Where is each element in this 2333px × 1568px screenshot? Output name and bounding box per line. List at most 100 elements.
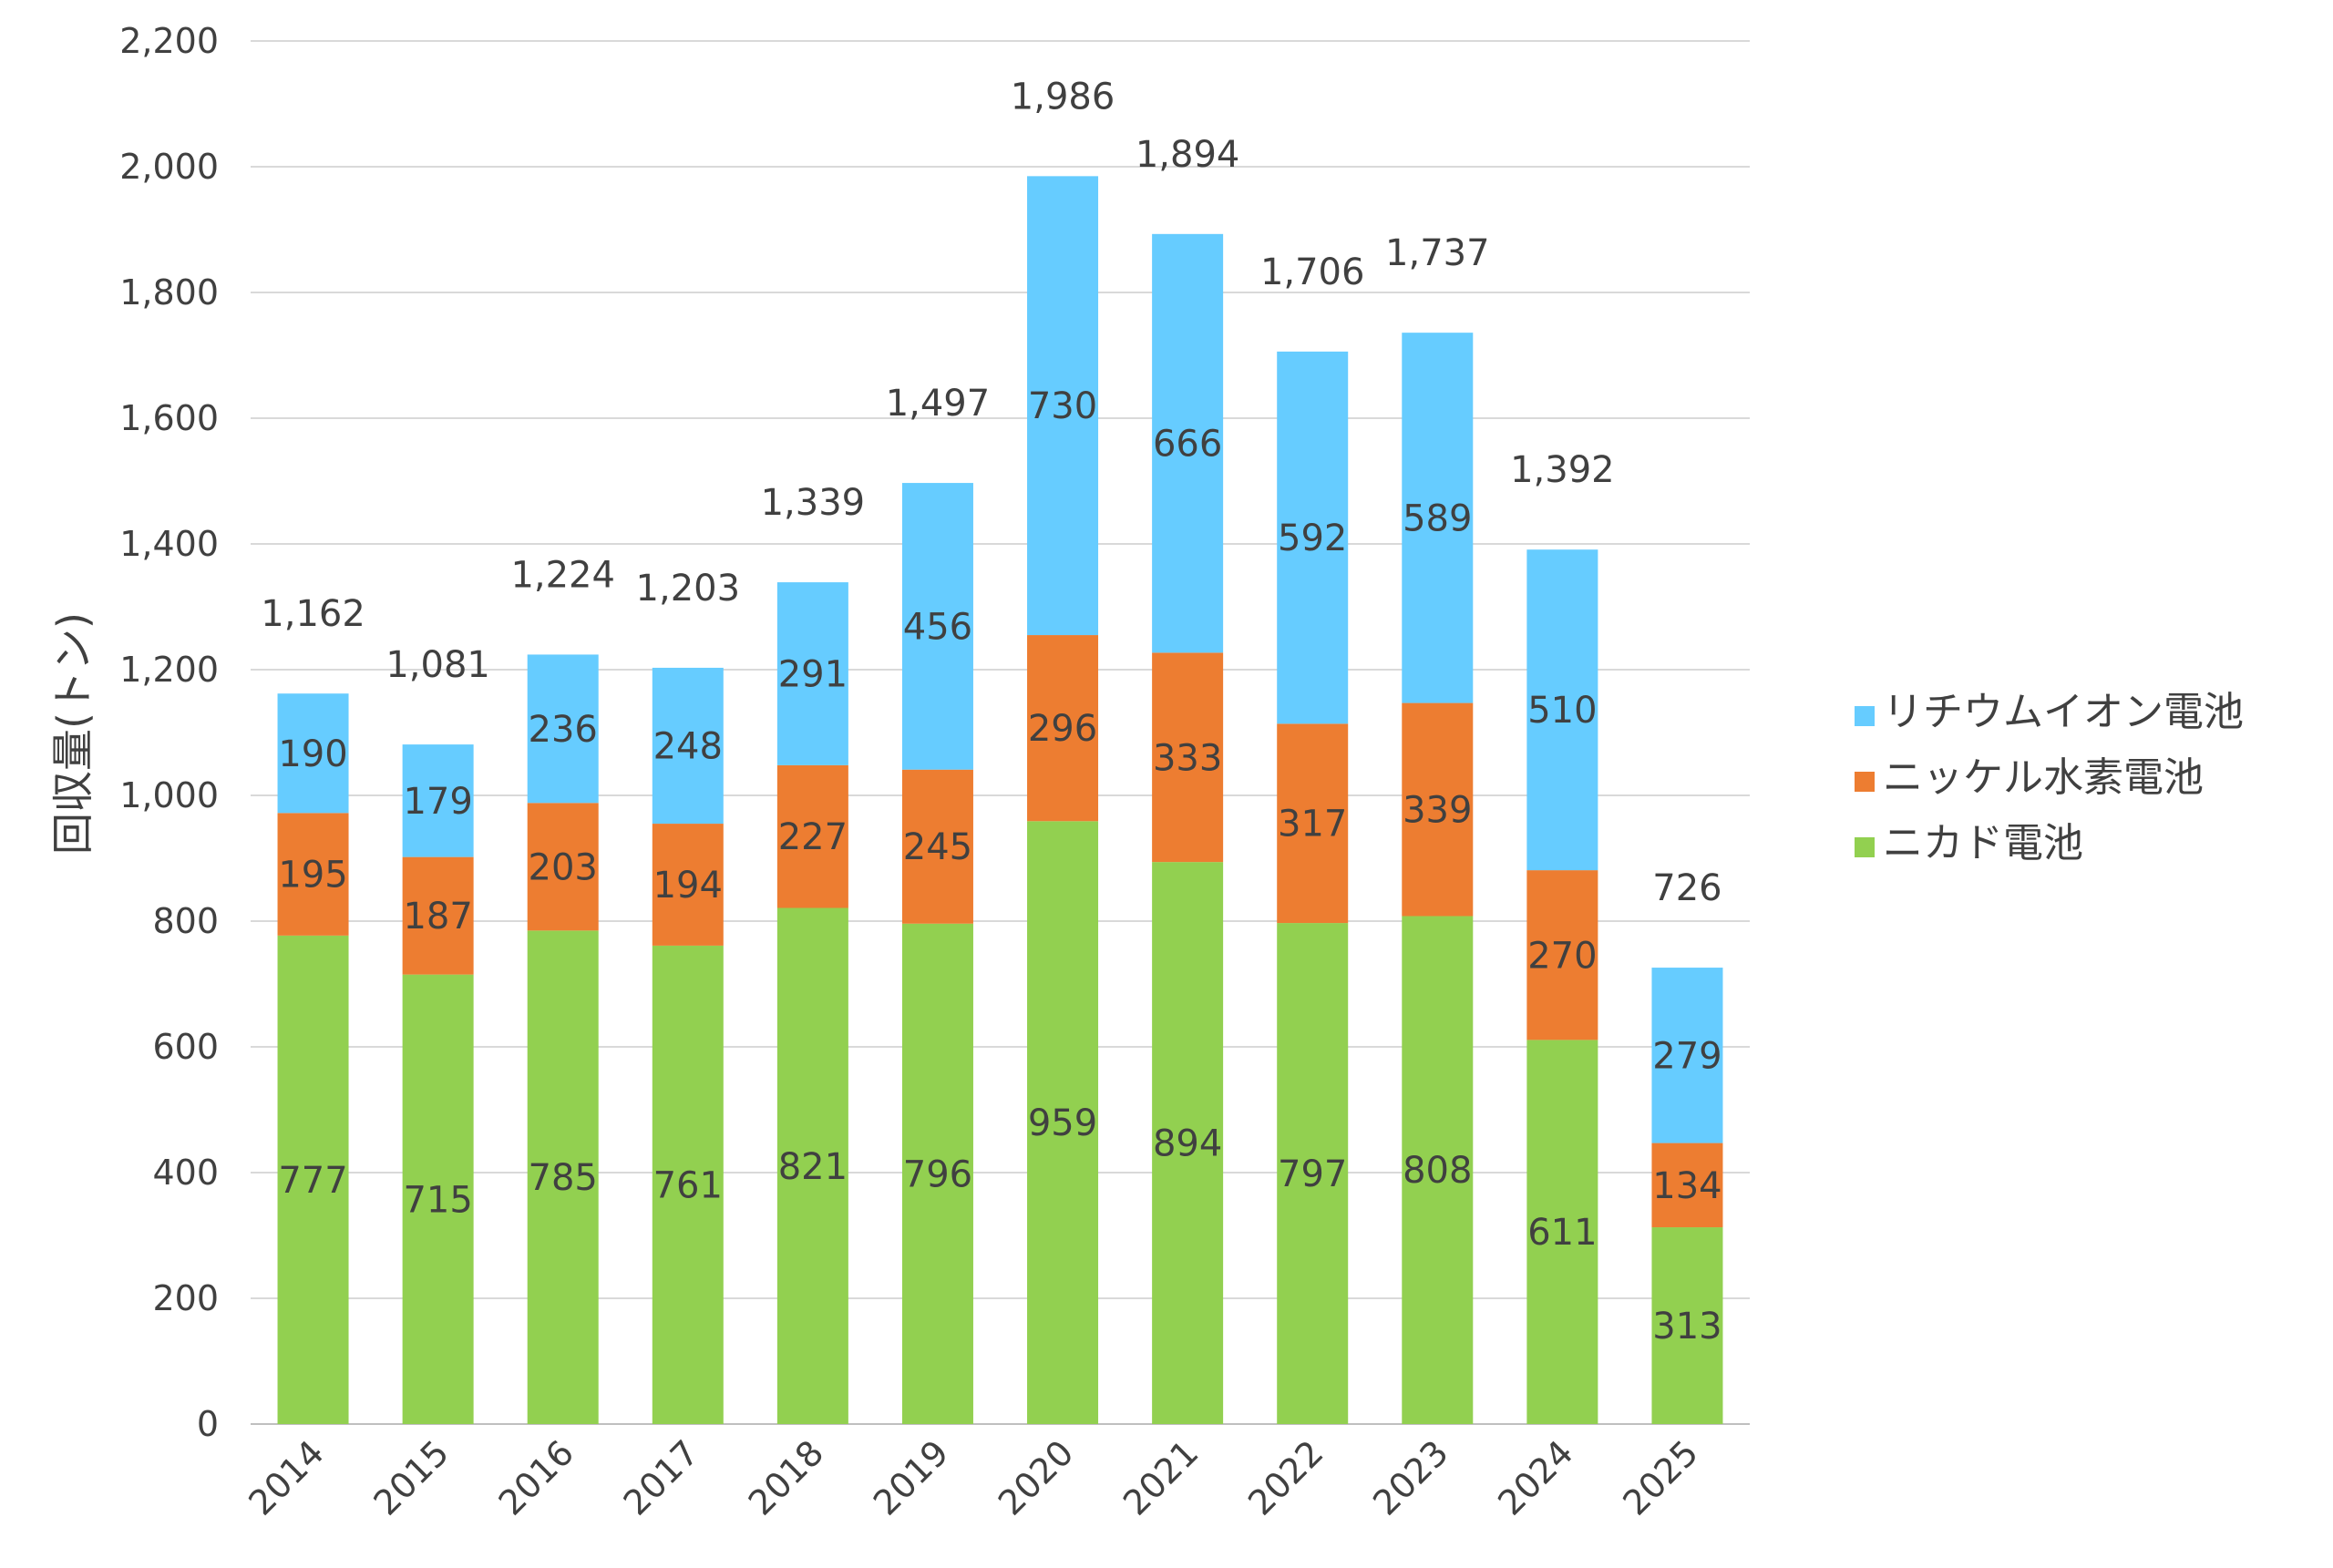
data-label: 187 <box>403 896 472 938</box>
y-axis-label: 回収量(トン) <box>48 612 98 855</box>
total-label: 1,203 <box>636 568 741 610</box>
bar-stack: 715 187 179 1,081 <box>385 644 490 1424</box>
data-label: 134 <box>1652 1165 1721 1207</box>
data-label: 279 <box>1652 1035 1721 1077</box>
legend-label: ニカド電池 <box>1883 820 2083 866</box>
total-label: 1,986 <box>1011 76 1115 118</box>
data-label: 194 <box>653 865 723 907</box>
bar-segment <box>1526 549 1598 871</box>
x-tick-label: 2015 <box>365 1432 457 1523</box>
bar-segment <box>776 907 848 1424</box>
x-tick-label: 2024 <box>1490 1432 1581 1523</box>
bar-segment <box>277 813 349 936</box>
bar-stack: 313 134 279 726 <box>1651 867 1723 1424</box>
x-tick-label: 2018 <box>741 1432 832 1523</box>
bar-segment <box>527 654 599 804</box>
data-label: 808 <box>1403 1150 1472 1192</box>
x-tick-label: 2023 <box>1365 1432 1456 1523</box>
bar-stack: 761 194 248 1,203 <box>636 568 741 1424</box>
bar-segment <box>1526 1040 1598 1424</box>
data-label: 796 <box>903 1153 972 1195</box>
bar-segment <box>1402 916 1474 1424</box>
data-label: 203 <box>529 846 598 888</box>
bar-stack: 796 245 456 1,497 <box>886 383 990 1424</box>
bar-segment <box>1651 1227 1723 1424</box>
data-label: 190 <box>278 733 347 775</box>
bar-segment <box>1651 968 1723 1143</box>
data-label: 270 <box>1527 935 1597 977</box>
y-axis-ticks: 0 200 400 600 800 1,000 1,200 1,400 1,600 1,800 2,… <box>119 21 219 1444</box>
bar-segment <box>1277 923 1349 1424</box>
x-tick-label: 2016 <box>491 1432 582 1523</box>
total-label: 1,224 <box>510 554 615 596</box>
data-label: 821 <box>778 1146 848 1188</box>
data-label: 236 <box>529 709 598 751</box>
bar-segment <box>776 764 848 908</box>
data-label: 195 <box>278 855 347 897</box>
x-tick-label: 2022 <box>1240 1432 1331 1523</box>
data-label: 227 <box>778 816 848 858</box>
bar-segment <box>1277 723 1349 924</box>
data-label: 592 <box>1278 518 1347 559</box>
data-label: 730 <box>1028 385 1097 427</box>
y-tick-label: 1,200 <box>119 650 219 690</box>
y-tick-label: 2,200 <box>119 21 219 61</box>
bar-segment <box>527 803 599 931</box>
bar-segment <box>527 930 599 1424</box>
bar-segment <box>901 923 973 1424</box>
x-tick-label: 2017 <box>616 1432 707 1523</box>
y-tick-label: 2,000 <box>119 147 219 187</box>
bar-segment <box>1651 1143 1723 1228</box>
data-label: 715 <box>403 1179 472 1221</box>
total-label: 1,339 <box>761 482 866 524</box>
total-label: 1,162 <box>261 593 365 635</box>
bar-stack: 821 227 291 1,339 <box>761 482 866 1424</box>
x-tick-label: 2025 <box>1615 1432 1706 1523</box>
bar-stack: 894 333 666 1,894 <box>1136 134 1240 1424</box>
total-label: 1,081 <box>385 644 490 686</box>
data-label: 797 <box>1278 1153 1347 1195</box>
data-label: 317 <box>1278 804 1347 845</box>
bar-segment <box>901 769 973 924</box>
data-label: 894 <box>1153 1123 1222 1165</box>
legend-label: ニッケル水素電池 <box>1883 754 2204 801</box>
data-label: 959 <box>1028 1102 1097 1144</box>
total-label: 1,737 <box>1385 232 1490 274</box>
y-tick-label: 0 <box>197 1404 219 1444</box>
bar-segment <box>652 945 724 1424</box>
x-tick-label: 2019 <box>866 1432 957 1523</box>
total-label: 1,392 <box>1510 449 1615 491</box>
legend-item: ニッケル水素電池 <box>1855 754 2204 801</box>
total-label: 1,706 <box>1260 251 1365 293</box>
bar-stack: 777 195 190 1,162 <box>261 593 365 1424</box>
total-label: 1,894 <box>1136 134 1240 176</box>
data-label: 456 <box>903 606 972 648</box>
data-label: 296 <box>1028 708 1097 750</box>
data-label: 333 <box>1153 737 1222 779</box>
bar-segment <box>277 935 349 1424</box>
bar-segment <box>1027 176 1099 636</box>
bar-segment <box>1152 862 1224 1424</box>
bar-segment <box>901 483 973 770</box>
bar-segment <box>277 693 349 814</box>
y-tick-label: 400 <box>152 1153 219 1193</box>
data-label: 777 <box>278 1160 347 1202</box>
y-tick-label: 1,600 <box>119 398 219 438</box>
bar-segment <box>1027 635 1099 822</box>
bar-stack: 611 270 510 1,392 <box>1510 449 1615 1424</box>
x-axis-ticks: 2014 2015 2016 2017 2018 2019 2020 2021 2022 2023… <box>241 1432 1705 1523</box>
bar-segment <box>402 744 474 857</box>
legend-swatch <box>1855 837 1875 857</box>
bar-stack: 959 296 730 1,986 <box>1011 76 1115 1424</box>
y-tick-label: 800 <box>152 901 219 941</box>
data-label: 611 <box>1527 1212 1597 1254</box>
bar-stack: 808 339 589 1,737 <box>1385 232 1490 1424</box>
legend-swatch <box>1855 772 1875 792</box>
y-tick-label: 200 <box>152 1278 219 1318</box>
data-label: 785 <box>529 1157 598 1199</box>
legend-label: リチウムイオン電池 <box>1883 689 2244 735</box>
gridlines <box>251 40 1750 1425</box>
legend-swatch <box>1855 706 1875 726</box>
